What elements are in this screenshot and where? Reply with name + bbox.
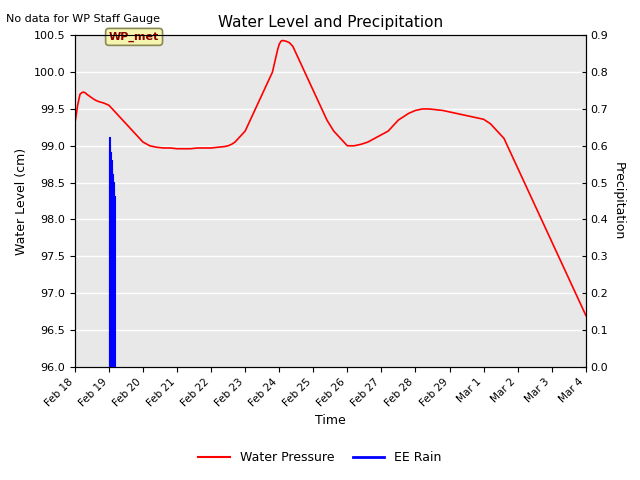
Y-axis label: Water Level (cm): Water Level (cm) (15, 147, 28, 254)
Text: WP_met: WP_met (109, 32, 159, 42)
Legend: Water Pressure, EE Rain: Water Pressure, EE Rain (193, 446, 447, 469)
Text: No data for WP Staff Gauge: No data for WP Staff Gauge (6, 14, 161, 24)
Y-axis label: Precipitation: Precipitation (612, 162, 625, 240)
Title: Water Level and Precipitation: Water Level and Precipitation (218, 15, 443, 30)
X-axis label: Time: Time (315, 414, 346, 427)
